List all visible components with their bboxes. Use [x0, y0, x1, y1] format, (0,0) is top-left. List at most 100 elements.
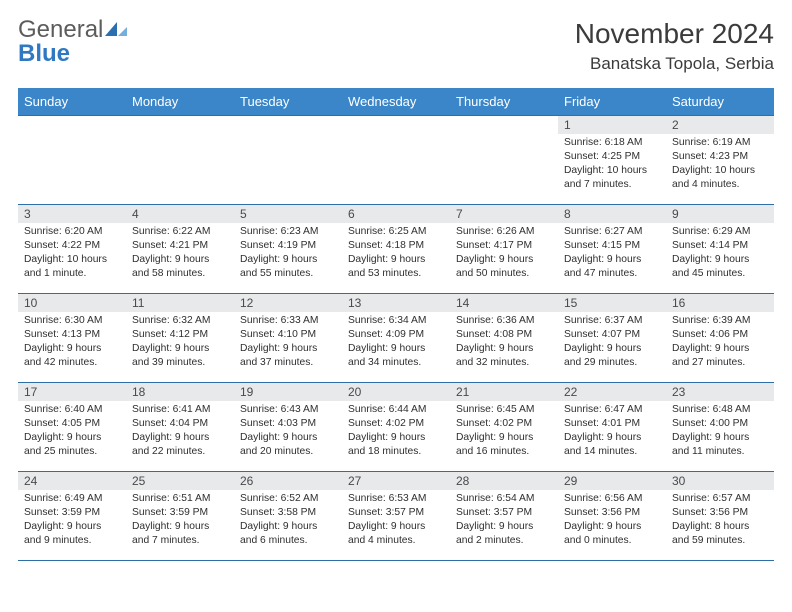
- sunrise: Sunrise: 6:19 AM: [672, 136, 768, 150]
- week-row: 1Sunrise: 6:18 AMSunset: 4:25 PMDaylight…: [18, 115, 774, 204]
- day-cell-23: 23Sunrise: 6:48 AMSunset: 4:00 PMDayligh…: [666, 383, 774, 471]
- daylight: Daylight: 9 hours and 42 minutes.: [24, 342, 120, 370]
- daylight: Daylight: 9 hours and 29 minutes.: [564, 342, 660, 370]
- day-details: Sunrise: 6:57 AMSunset: 3:56 PMDaylight:…: [666, 490, 774, 552]
- sunset: Sunset: 3:59 PM: [24, 506, 120, 520]
- day-details: Sunrise: 6:27 AMSunset: 4:15 PMDaylight:…: [558, 223, 666, 285]
- daylight: Daylight: 9 hours and 27 minutes.: [672, 342, 768, 370]
- daylight: Daylight: 9 hours and 37 minutes.: [240, 342, 336, 370]
- day-cell-2: 2Sunrise: 6:19 AMSunset: 4:23 PMDaylight…: [666, 116, 774, 204]
- day-cell-6: 6Sunrise: 6:25 AMSunset: 4:18 PMDaylight…: [342, 205, 450, 293]
- location: Banatska Topola, Serbia: [575, 54, 774, 74]
- sunset: Sunset: 4:14 PM: [672, 239, 768, 253]
- day-cell-13: 13Sunrise: 6:34 AMSunset: 4:09 PMDayligh…: [342, 294, 450, 382]
- day-cell-25: 25Sunrise: 6:51 AMSunset: 3:59 PMDayligh…: [126, 472, 234, 560]
- day-cell-26: 26Sunrise: 6:52 AMSunset: 3:58 PMDayligh…: [234, 472, 342, 560]
- day-details: Sunrise: 6:48 AMSunset: 4:00 PMDaylight:…: [666, 401, 774, 463]
- month-title: November 2024: [575, 18, 774, 50]
- day-number: 30: [666, 472, 774, 490]
- day-details: Sunrise: 6:54 AMSunset: 3:57 PMDaylight:…: [450, 490, 558, 552]
- day-cell-24: 24Sunrise: 6:49 AMSunset: 3:59 PMDayligh…: [18, 472, 126, 560]
- day-number: 10: [18, 294, 126, 312]
- day-details: Sunrise: 6:33 AMSunset: 4:10 PMDaylight:…: [234, 312, 342, 374]
- day-cell-7: 7Sunrise: 6:26 AMSunset: 4:17 PMDaylight…: [450, 205, 558, 293]
- day-details: Sunrise: 6:45 AMSunset: 4:02 PMDaylight:…: [450, 401, 558, 463]
- day-number: 29: [558, 472, 666, 490]
- day-number: 17: [18, 383, 126, 401]
- day-cell-20: 20Sunrise: 6:44 AMSunset: 4:02 PMDayligh…: [342, 383, 450, 471]
- sunrise: Sunrise: 6:51 AM: [132, 492, 228, 506]
- sunset: Sunset: 4:09 PM: [348, 328, 444, 342]
- day-details: Sunrise: 6:32 AMSunset: 4:12 PMDaylight:…: [126, 312, 234, 374]
- day-details: Sunrise: 6:34 AMSunset: 4:09 PMDaylight:…: [342, 312, 450, 374]
- day-number: 11: [126, 294, 234, 312]
- daylight: Daylight: 9 hours and 39 minutes.: [132, 342, 228, 370]
- calendar: SundayMondayTuesdayWednesdayThursdayFrid…: [18, 88, 774, 561]
- brand-word2: Blue: [18, 40, 70, 67]
- daylight: Daylight: 9 hours and 18 minutes.: [348, 431, 444, 459]
- day-details: Sunrise: 6:36 AMSunset: 4:08 PMDaylight:…: [450, 312, 558, 374]
- day-number: 18: [126, 383, 234, 401]
- day-details: Sunrise: 6:29 AMSunset: 4:14 PMDaylight:…: [666, 223, 774, 285]
- sunset: Sunset: 3:56 PM: [672, 506, 768, 520]
- day-details: Sunrise: 6:26 AMSunset: 4:17 PMDaylight:…: [450, 223, 558, 285]
- sunrise: Sunrise: 6:57 AM: [672, 492, 768, 506]
- day-cell-18: 18Sunrise: 6:41 AMSunset: 4:04 PMDayligh…: [126, 383, 234, 471]
- week-row: 3Sunrise: 6:20 AMSunset: 4:22 PMDaylight…: [18, 204, 774, 293]
- daylight: Daylight: 9 hours and 45 minutes.: [672, 253, 768, 281]
- empty-cell: [234, 116, 342, 204]
- daylight: Daylight: 9 hours and 34 minutes.: [348, 342, 444, 370]
- day-details: Sunrise: 6:23 AMSunset: 4:19 PMDaylight:…: [234, 223, 342, 285]
- sunset: Sunset: 3:59 PM: [132, 506, 228, 520]
- sunset: Sunset: 4:08 PM: [456, 328, 552, 342]
- day-number: 3: [18, 205, 126, 223]
- day-cell-19: 19Sunrise: 6:43 AMSunset: 4:03 PMDayligh…: [234, 383, 342, 471]
- empty-cell: [126, 116, 234, 204]
- day-number: 7: [450, 205, 558, 223]
- sunrise: Sunrise: 6:49 AM: [24, 492, 120, 506]
- daylight: Daylight: 9 hours and 22 minutes.: [132, 431, 228, 459]
- day-details: Sunrise: 6:56 AMSunset: 3:56 PMDaylight:…: [558, 490, 666, 552]
- day-details: Sunrise: 6:43 AMSunset: 4:03 PMDaylight:…: [234, 401, 342, 463]
- daylight: Daylight: 8 hours and 59 minutes.: [672, 520, 768, 548]
- day-cell-21: 21Sunrise: 6:45 AMSunset: 4:02 PMDayligh…: [450, 383, 558, 471]
- dow-row: SundayMondayTuesdayWednesdayThursdayFrid…: [18, 88, 774, 115]
- day-details: Sunrise: 6:37 AMSunset: 4:07 PMDaylight:…: [558, 312, 666, 374]
- day-cell-30: 30Sunrise: 6:57 AMSunset: 3:56 PMDayligh…: [666, 472, 774, 560]
- sunset: Sunset: 3:56 PM: [564, 506, 660, 520]
- day-number: 8: [558, 205, 666, 223]
- day-cell-9: 9Sunrise: 6:29 AMSunset: 4:14 PMDaylight…: [666, 205, 774, 293]
- day-cell-8: 8Sunrise: 6:27 AMSunset: 4:15 PMDaylight…: [558, 205, 666, 293]
- sunset: Sunset: 4:02 PM: [348, 417, 444, 431]
- sunset: Sunset: 4:12 PM: [132, 328, 228, 342]
- day-cell-5: 5Sunrise: 6:23 AMSunset: 4:19 PMDaylight…: [234, 205, 342, 293]
- sunset: Sunset: 3:58 PM: [240, 506, 336, 520]
- week-row: 17Sunrise: 6:40 AMSunset: 4:05 PMDayligh…: [18, 382, 774, 471]
- daylight: Daylight: 9 hours and 11 minutes.: [672, 431, 768, 459]
- sunset: Sunset: 4:22 PM: [24, 239, 120, 253]
- day-details: Sunrise: 6:47 AMSunset: 4:01 PMDaylight:…: [558, 401, 666, 463]
- sunrise: Sunrise: 6:36 AM: [456, 314, 552, 328]
- dow-friday: Friday: [558, 88, 666, 115]
- sunrise: Sunrise: 6:56 AM: [564, 492, 660, 506]
- brand-text: General Blue: [18, 18, 127, 66]
- day-details: Sunrise: 6:18 AMSunset: 4:25 PMDaylight:…: [558, 134, 666, 196]
- daylight: Daylight: 9 hours and 20 minutes.: [240, 431, 336, 459]
- dow-wednesday: Wednesday: [342, 88, 450, 115]
- day-number: 20: [342, 383, 450, 401]
- daylight: Daylight: 9 hours and 55 minutes.: [240, 253, 336, 281]
- day-details: Sunrise: 6:19 AMSunset: 4:23 PMDaylight:…: [666, 134, 774, 196]
- day-cell-3: 3Sunrise: 6:20 AMSunset: 4:22 PMDaylight…: [18, 205, 126, 293]
- day-cell-14: 14Sunrise: 6:36 AMSunset: 4:08 PMDayligh…: [450, 294, 558, 382]
- sunrise: Sunrise: 6:34 AM: [348, 314, 444, 328]
- daylight: Daylight: 10 hours and 1 minute.: [24, 253, 120, 281]
- day-number: 25: [126, 472, 234, 490]
- daylight: Daylight: 9 hours and 16 minutes.: [456, 431, 552, 459]
- daylight: Daylight: 9 hours and 14 minutes.: [564, 431, 660, 459]
- daylight: Daylight: 9 hours and 53 minutes.: [348, 253, 444, 281]
- brand-word1: General: [18, 16, 103, 43]
- sunset: Sunset: 4:10 PM: [240, 328, 336, 342]
- day-number: 9: [666, 205, 774, 223]
- sunrise: Sunrise: 6:45 AM: [456, 403, 552, 417]
- sunrise: Sunrise: 6:39 AM: [672, 314, 768, 328]
